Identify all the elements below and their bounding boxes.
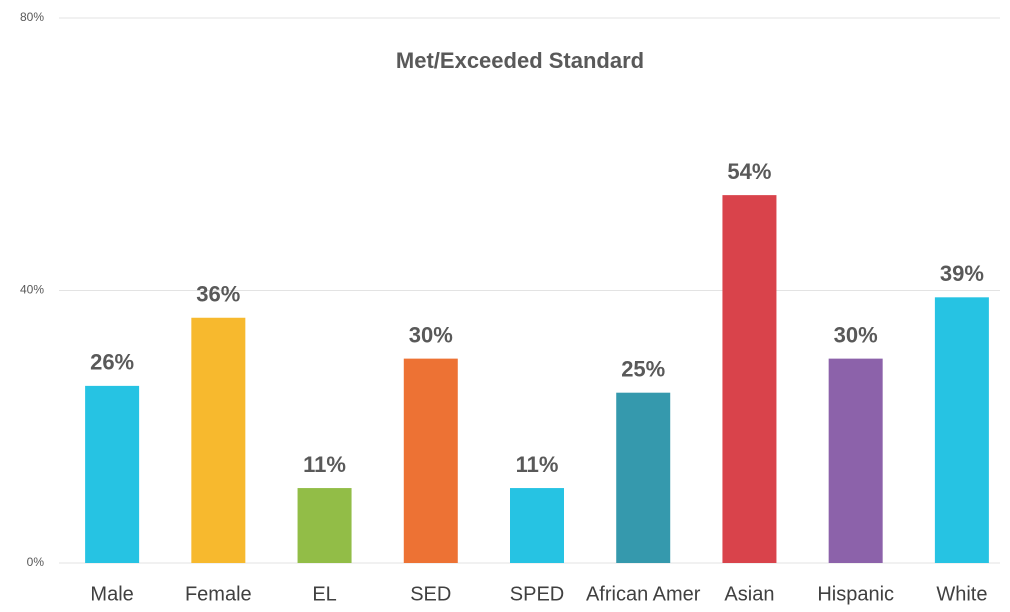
bar <box>297 488 352 563</box>
value-label: 54% <box>727 159 771 184</box>
bar <box>934 297 989 563</box>
bar <box>191 317 246 563</box>
bar <box>722 195 777 563</box>
x-tick-label: African Amer <box>586 583 701 605</box>
value-label: 11% <box>516 452 559 477</box>
bar <box>510 488 564 563</box>
x-tick-label: SED <box>410 583 451 605</box>
bar <box>828 358 883 563</box>
x-tick-label: Female <box>185 583 252 605</box>
bar <box>403 358 458 563</box>
value-label: 26% <box>90 350 134 375</box>
bar <box>616 392 671 563</box>
value-label: 30% <box>409 322 453 347</box>
y-tick-label: 80% <box>20 10 44 24</box>
value-label: 25% <box>621 357 665 382</box>
bar <box>85 385 140 563</box>
x-tick-label: EL <box>312 583 336 605</box>
y-tick-label: 0% <box>27 555 45 569</box>
chart-title: Met/Exceeded Standard <box>396 48 644 73</box>
x-tick-label: White <box>936 583 987 605</box>
value-label: 30% <box>834 322 878 347</box>
x-tick-label: Asian <box>724 583 774 605</box>
value-label: 36% <box>196 282 240 307</box>
value-label: 11% <box>303 452 346 477</box>
x-tick-label: Male <box>90 583 133 605</box>
value-label: 39% <box>940 261 984 286</box>
x-tick-label: Hispanic <box>817 583 894 605</box>
y-tick-label: 40% <box>20 283 44 297</box>
x-tick-label: SPED <box>510 583 564 605</box>
